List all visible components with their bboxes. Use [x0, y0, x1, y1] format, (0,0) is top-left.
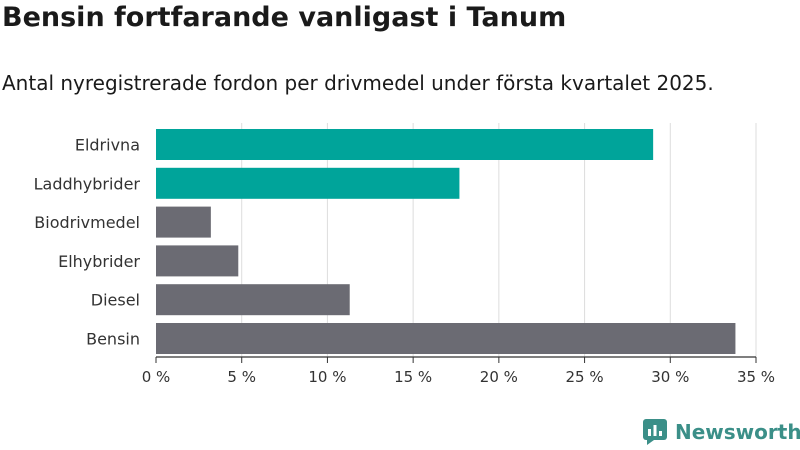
x-tick-label: 5 % [227, 368, 256, 386]
category-label: Diesel [91, 291, 140, 310]
chart-title: Bensin fortfarande vanligast i Tanum [2, 2, 567, 33]
x-tick-label: 20 % [480, 368, 518, 386]
x-tick-label: 30 % [651, 368, 689, 386]
category-label: Biodrivmedel [34, 213, 140, 232]
category-label: Bensin [86, 330, 140, 349]
x-tick-label: 35 % [737, 368, 775, 386]
category-label: Eldrivna [75, 136, 140, 155]
bar [156, 284, 350, 316]
x-tick-label: 25 % [566, 368, 604, 386]
bar [156, 323, 736, 354]
bar [156, 167, 460, 199]
x-tick-label: 10 % [308, 368, 346, 386]
x-tick-label: 15 % [394, 368, 432, 386]
bar [156, 245, 239, 277]
brand-name: Newsworthy [675, 420, 800, 444]
newsworthy-logo: Newsworthy [643, 419, 800, 445]
x-tick-label: 0 % [142, 368, 171, 386]
chart-subtitle: Antal nyregistrerade fordon per drivmede… [2, 71, 714, 95]
category-label: Laddhybrider [34, 174, 141, 193]
bar [156, 129, 654, 160]
bar [156, 206, 211, 238]
category-label: Elhybrider [58, 252, 140, 271]
newsworthy-logo-icon [643, 419, 667, 445]
